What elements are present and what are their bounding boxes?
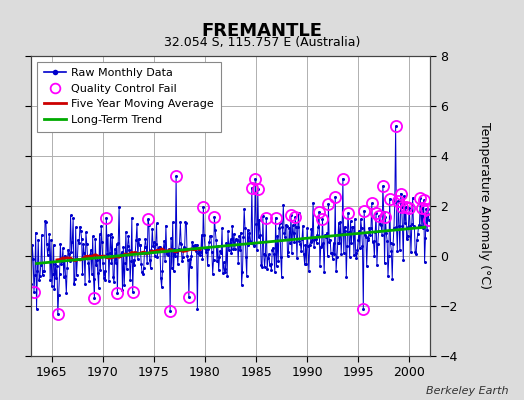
Y-axis label: Temperature Anomaly (°C): Temperature Anomaly (°C): [478, 122, 491, 290]
Legend: Raw Monthly Data, Quality Control Fail, Five Year Moving Average, Long-Term Tren: Raw Monthly Data, Quality Control Fail, …: [37, 62, 221, 132]
Text: FREMANTLE: FREMANTLE: [202, 22, 322, 40]
Text: Berkeley Earth: Berkeley Earth: [426, 386, 508, 396]
Text: 32.054 S, 115.757 E (Australia): 32.054 S, 115.757 E (Australia): [164, 36, 360, 49]
